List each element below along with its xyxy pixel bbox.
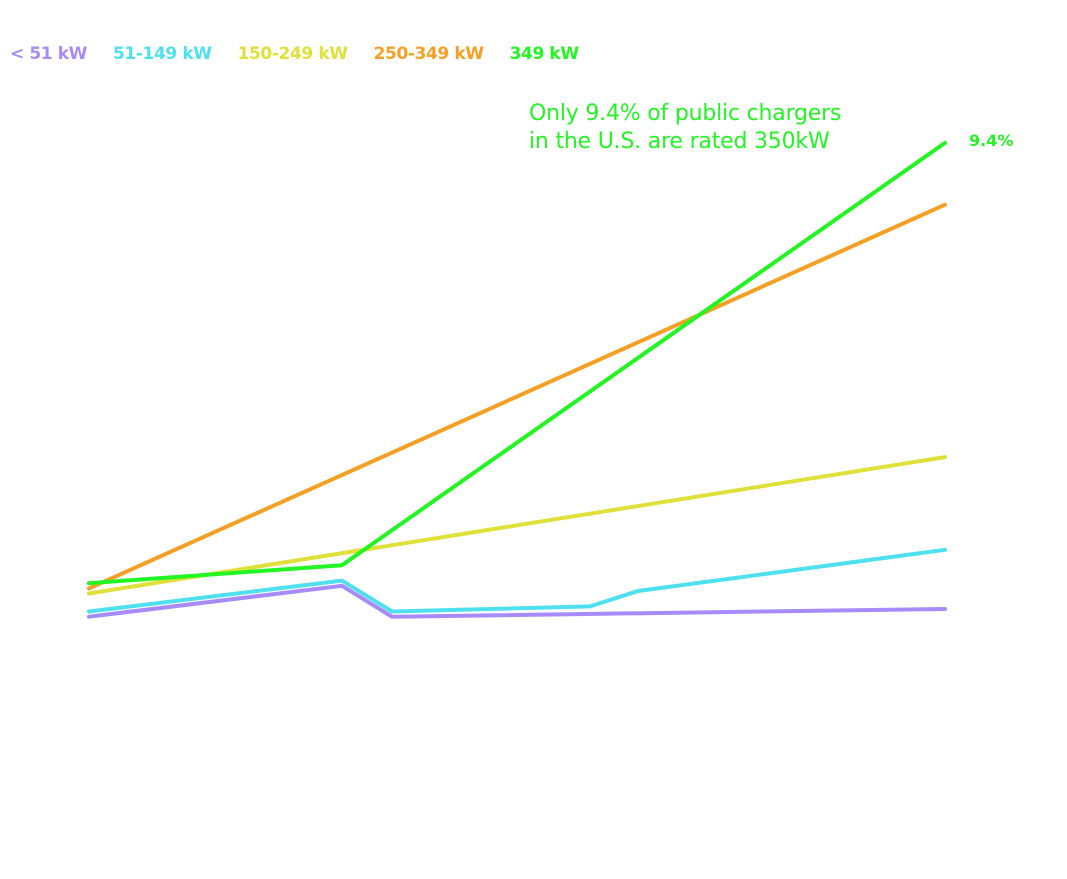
series-line-0 (87, 583, 947, 619)
chart-annotation: Only 9.4% of public chargers in the U.S.… (529, 100, 841, 156)
legend-item-150-249: 150-249 kW (237, 44, 348, 64)
series-line-1 (87, 547, 947, 614)
legend-item-250-349: 250-349 kW (373, 44, 484, 64)
series-line-2 (87, 455, 947, 596)
annotation-line-2: in the U.S. are rated 350kW (529, 129, 830, 154)
chart-legend: < 51 kW 51-149 kW 150-249 kW 250-349 kW … (10, 44, 579, 64)
legend-item-lt51: < 51 kW (10, 44, 87, 64)
legend-item-51-149: 51-149 kW (113, 44, 212, 64)
series-line-3 (87, 202, 947, 591)
end-value-label: 9.4% (969, 131, 1014, 150)
series-line-4 (87, 140, 947, 586)
annotation-line-1: Only 9.4% of public chargers (529, 101, 842, 126)
legend-item-349: 349 kW (509, 44, 579, 64)
